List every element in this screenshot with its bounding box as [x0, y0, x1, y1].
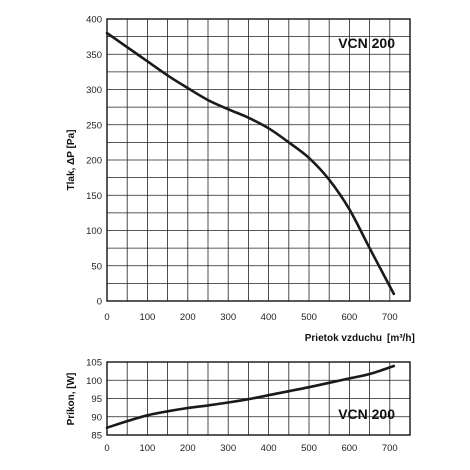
- pressure-series-line: [105, 31, 396, 296]
- power-series-line: [105, 364, 396, 429]
- pressure-y-tick-label: 200: [86, 156, 102, 167]
- pressure-chart: 0 100 200 300 400 500 600 700 0 50 100 150 200 250 300…: [86, 15, 411, 323]
- pressure-y-tick-label: 100: [86, 226, 102, 237]
- pressure-y-tick-label: 350: [86, 50, 102, 61]
- pressure-y-tick-label: 0: [97, 297, 102, 308]
- pressure-y-tick-label: 250: [86, 120, 102, 131]
- power-x-tick-label: 300: [220, 443, 236, 454]
- power-x-tick-label: 100: [139, 443, 155, 454]
- pressure-x-tick-label: 300: [220, 312, 236, 323]
- power-y-tick-label: 105: [86, 358, 102, 369]
- power-x-tick-label: 500: [301, 443, 317, 454]
- power-y-tick-label: 100: [86, 376, 102, 387]
- power-y-tick-label: 95: [91, 394, 102, 405]
- pressure-x-axis-label: Prietok vzduchu: [305, 333, 382, 344]
- pressure-x-tick-label: 400: [261, 312, 277, 323]
- pressure-x-axis-unit: [m³/h]: [387, 333, 415, 344]
- power-x-tick-label: 600: [341, 443, 357, 454]
- pressure-x-axis-label-text: Prietok vzduchu: [305, 333, 382, 344]
- pressure-y-tick-label: 150: [86, 191, 102, 202]
- power-plot-frame: [106, 361, 411, 436]
- pressure-x-tick-label: 600: [341, 312, 357, 323]
- power-chart: 0 100 200 300 400 500 600 700 85 90 95 100 105: [86, 358, 411, 454]
- power-x-tick-label: 700: [382, 443, 398, 454]
- pressure-y-tick-label: 300: [86, 85, 102, 96]
- pressure-x-tick-label: 100: [139, 312, 155, 323]
- power-chart-model-label: VCN 200: [338, 406, 395, 422]
- pressure-y-tick-label: 50: [91, 261, 102, 272]
- power-y-tick-label: 85: [91, 431, 102, 442]
- pressure-y-axis-label: Tlak, ΔP [Pa]: [66, 130, 77, 191]
- power-y-axis-label: Príkon, [W]: [66, 373, 77, 426]
- pressure-y-tick-label: 400: [86, 15, 102, 26]
- pressure-x-tick-label: 500: [301, 312, 317, 323]
- pressure-x-tick-label: 700: [382, 312, 398, 323]
- pressure-x-tick-label: 0: [104, 312, 109, 323]
- power-x-tick-label: 400: [261, 443, 277, 454]
- pressure-chart-model-label: VCN 200: [338, 35, 395, 51]
- power-x-tick-label: 0: [104, 443, 109, 454]
- pressure-plot-frame: [106, 18, 411, 302]
- power-y-tick-label: 90: [91, 412, 102, 423]
- power-x-tick-label: 200: [180, 443, 196, 454]
- pressure-x-tick-label: 200: [180, 312, 196, 323]
